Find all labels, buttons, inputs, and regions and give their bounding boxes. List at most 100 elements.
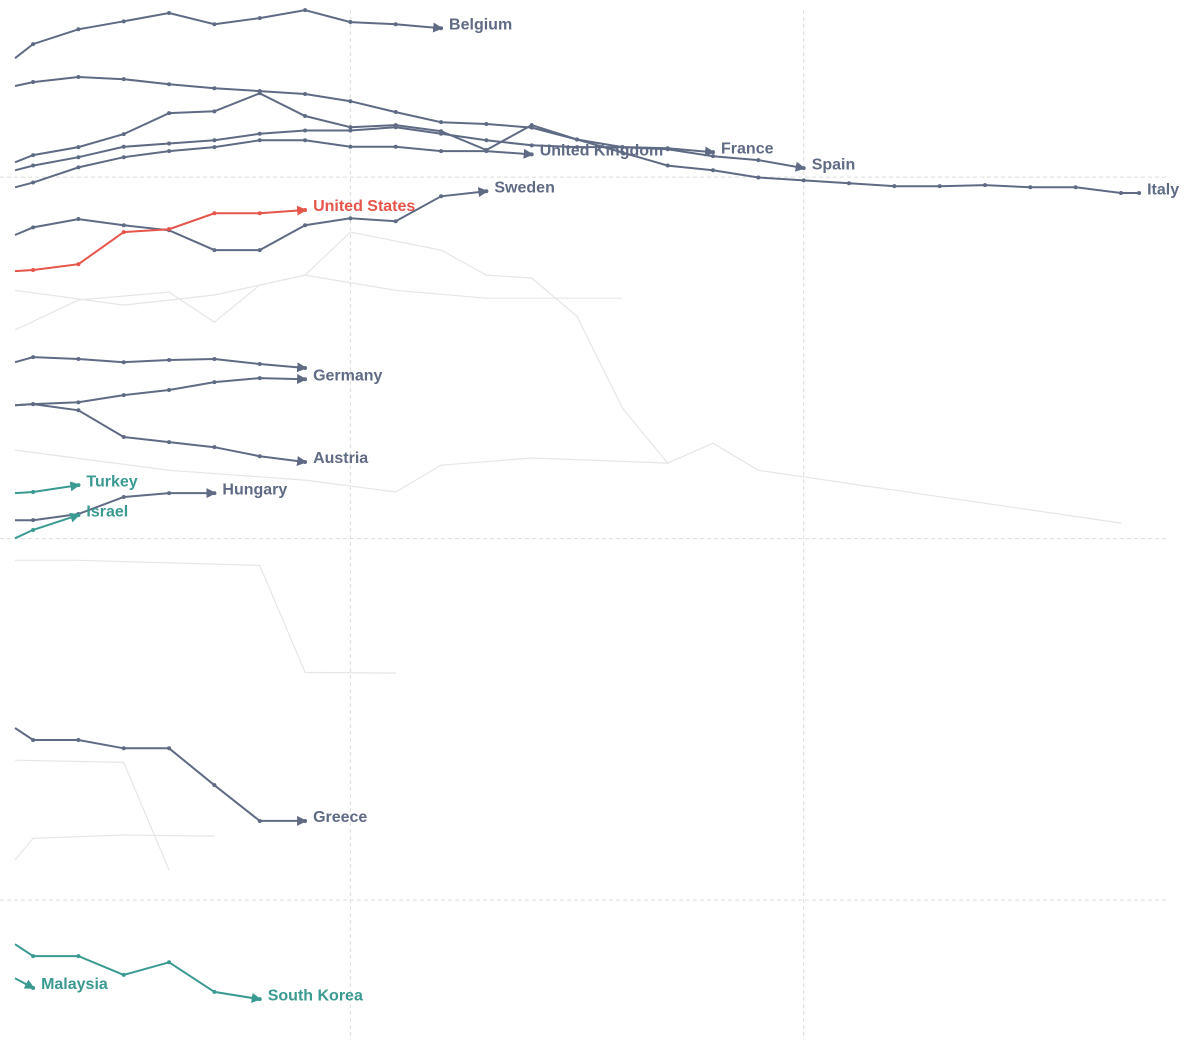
series-label: Hungary xyxy=(222,481,287,498)
point xyxy=(801,178,806,183)
point xyxy=(212,211,217,216)
point xyxy=(620,150,625,155)
point xyxy=(983,183,988,188)
point xyxy=(1118,191,1123,196)
point xyxy=(1028,185,1033,190)
point xyxy=(212,989,217,994)
series-line xyxy=(14,205,308,273)
point xyxy=(167,82,172,87)
series-line xyxy=(14,727,308,826)
point xyxy=(121,19,126,24)
point xyxy=(393,22,398,27)
point xyxy=(76,217,81,222)
point xyxy=(303,91,308,96)
point xyxy=(76,165,81,170)
point xyxy=(167,491,172,496)
point xyxy=(121,746,126,751)
series-label: Sweden xyxy=(494,179,554,196)
point xyxy=(257,91,262,96)
point xyxy=(439,131,444,136)
point xyxy=(31,985,36,990)
point xyxy=(167,11,172,16)
point xyxy=(303,128,308,133)
point xyxy=(31,80,36,85)
series-label: Austria xyxy=(313,450,368,467)
point xyxy=(121,360,126,365)
series-line xyxy=(14,75,1140,194)
point xyxy=(892,184,897,189)
series-line xyxy=(14,759,170,871)
point xyxy=(212,445,217,450)
point xyxy=(76,513,81,518)
point xyxy=(212,491,217,496)
point xyxy=(31,402,36,407)
point xyxy=(167,746,172,751)
point xyxy=(257,131,262,136)
point xyxy=(167,358,172,363)
point xyxy=(393,219,398,224)
point xyxy=(121,495,126,500)
point xyxy=(76,737,81,742)
series-line xyxy=(15,559,396,674)
series-line xyxy=(14,187,489,252)
point xyxy=(257,211,262,216)
point xyxy=(303,818,308,823)
series-line xyxy=(14,834,215,861)
point xyxy=(121,393,126,398)
point xyxy=(257,818,262,823)
point xyxy=(31,737,36,742)
series-label: United Kingdom xyxy=(540,143,664,160)
point xyxy=(121,132,126,137)
point xyxy=(529,123,534,128)
point xyxy=(76,74,81,79)
point xyxy=(31,527,36,532)
series-line xyxy=(14,449,668,493)
series-line xyxy=(14,481,81,495)
series-line xyxy=(14,374,308,407)
series-line xyxy=(14,356,308,373)
series-line xyxy=(14,139,534,189)
point xyxy=(76,483,81,488)
point xyxy=(212,783,217,788)
point xyxy=(348,128,353,133)
point xyxy=(31,954,36,959)
point xyxy=(303,377,308,382)
point xyxy=(937,184,942,189)
point xyxy=(303,8,308,13)
series-line xyxy=(14,9,444,59)
point xyxy=(348,20,353,25)
point xyxy=(76,400,81,405)
point xyxy=(303,459,308,464)
point xyxy=(257,16,262,21)
point xyxy=(31,153,36,158)
point xyxy=(529,152,534,157)
point xyxy=(167,141,172,146)
point xyxy=(711,168,716,173)
series-line xyxy=(14,403,308,466)
point xyxy=(76,145,81,150)
point xyxy=(348,216,353,221)
point xyxy=(348,99,353,104)
point xyxy=(212,138,217,143)
point xyxy=(212,380,217,385)
series-label: United States xyxy=(313,198,415,215)
point xyxy=(303,223,308,228)
point xyxy=(31,268,36,273)
point xyxy=(212,22,217,27)
point xyxy=(121,230,126,235)
point xyxy=(303,208,308,213)
point xyxy=(212,109,217,114)
point xyxy=(31,518,36,523)
point xyxy=(665,146,670,151)
point xyxy=(801,166,806,171)
series-label: South Korea xyxy=(268,987,363,1004)
point xyxy=(121,223,126,228)
point xyxy=(439,149,444,154)
point xyxy=(303,114,308,119)
point xyxy=(484,189,489,194)
point xyxy=(121,435,126,440)
series-label: Malaysia xyxy=(41,976,108,993)
point xyxy=(76,356,81,361)
point xyxy=(121,77,126,82)
